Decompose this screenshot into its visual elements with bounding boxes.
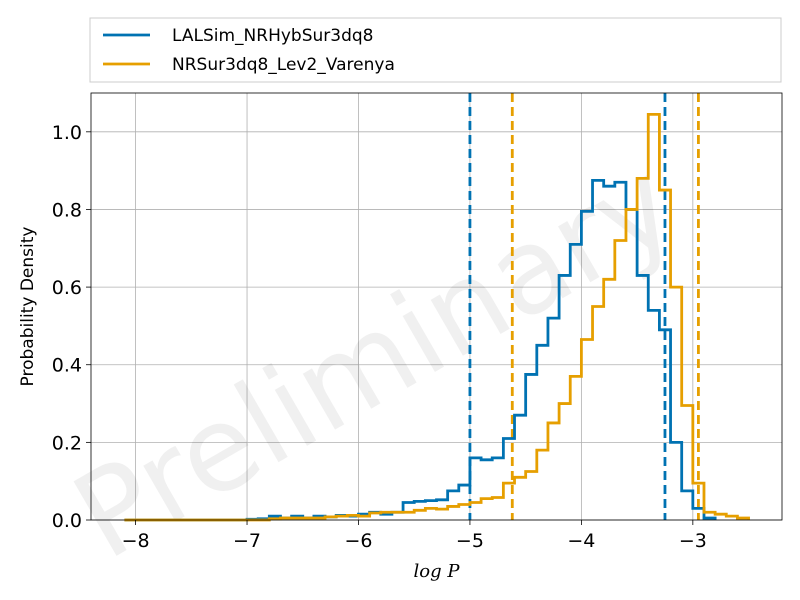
- credible-interval-lines: [468, 93, 700, 520]
- x-axis-label: log P: [414, 561, 461, 582]
- y-tick-label: 1.0: [52, 122, 82, 144]
- y-axis-ticks: 0.0 0.2 0.4 0.6 0.8 1.0: [52, 122, 91, 532]
- x-tick-label: −3: [679, 530, 707, 552]
- y-axis-label: Probability Density: [18, 227, 38, 387]
- x-axis-ticks: −8 −7 −6 −5 −4 −3: [122, 520, 707, 552]
- y-tick-label: 0.8: [52, 199, 82, 221]
- y-tick-label: 0.4: [52, 355, 82, 377]
- x-tick-label: −7: [233, 530, 261, 552]
- plot-frame: [90, 92, 783, 521]
- legend-label: LALSim_NRHybSur3dq8: [172, 26, 373, 46]
- legend-label: NRSur3dq8_Lev2_Varenya: [172, 55, 395, 75]
- histogram-series-2: [124, 112, 750, 522]
- x-tick-label: −8: [122, 530, 150, 552]
- histogram-series: [124, 112, 750, 522]
- histogram-series-1: [124, 178, 717, 522]
- legend: LALSim_NRHybSur3dq8 NRSur3dq8_Lev2_Vareny…: [89, 17, 782, 83]
- y-tick-label: 0.0: [52, 510, 82, 532]
- x-tick-label: −5: [456, 530, 484, 552]
- x-tick-label: −4: [567, 530, 595, 552]
- y-tick-label: 0.2: [52, 432, 82, 454]
- y-tick-label: 0.6: [52, 277, 82, 299]
- x-tick-label: −6: [344, 530, 372, 552]
- watermark-text: Preliminary: [51, 133, 697, 586]
- legend-box: [89, 17, 782, 83]
